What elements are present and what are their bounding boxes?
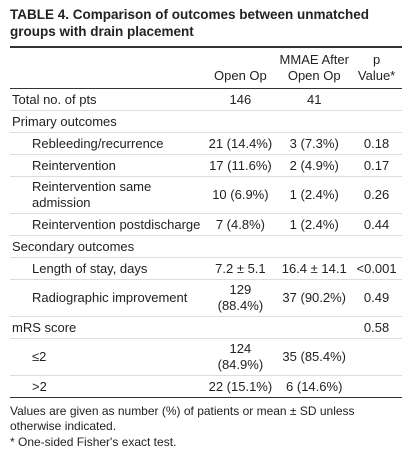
cell-p: <0.001 xyxy=(351,257,402,280)
cell-mmae: 2 (4.9%) xyxy=(277,154,352,177)
cell-mmae: 41 xyxy=(306,91,322,107)
row-label: Length of stay, days xyxy=(10,257,204,280)
table-row: Radiographic improvement 129 (88.4%) 37 (9… xyxy=(10,279,402,317)
cell-open xyxy=(203,235,278,258)
footnote: * One-sided Fisher's exact test. xyxy=(10,435,177,449)
cell-mmae: 37 (90.2%) xyxy=(277,279,352,317)
row-label: ≤2 xyxy=(10,338,204,376)
cell-p: 0.44 xyxy=(351,213,402,236)
row-label: Rebleeding/recurrence xyxy=(10,132,204,155)
outcomes-table: Open Op MMAE After Open Op p Value* Tota… xyxy=(10,46,402,398)
table-row: Secondary outcomes xyxy=(10,235,402,258)
table-row: Total no. of pts 146 41 xyxy=(10,89,402,111)
cell-mmae: 3 (7.3%) xyxy=(277,132,352,155)
cell-open: 17 (11.6%) xyxy=(203,154,278,177)
table-row: Rebleeding/recurrence 21 (14.4%) 3 (7.3%) 0… xyxy=(10,132,402,155)
cell-p: 0.58 xyxy=(351,316,402,339)
header-cell: MMAE After Open Op xyxy=(279,52,349,83)
cell-p xyxy=(351,375,402,398)
cell-mmae xyxy=(277,110,352,133)
footnotes: Values are given as number (%) of patien… xyxy=(10,404,402,450)
header-cell: Open Op xyxy=(214,68,267,83)
table-row: >2 22 (15.1%) 6 (14.6%) xyxy=(10,375,402,398)
cell-open: 129 (88.4%) xyxy=(203,279,278,317)
cell-mmae: 35 (85.4%) xyxy=(277,338,352,376)
table-row: Primary outcomes xyxy=(10,110,402,133)
cell-open xyxy=(203,316,278,339)
cell-p: 0.17 xyxy=(351,154,402,177)
table-header: Open Op MMAE After Open Op p Value* xyxy=(10,47,402,89)
cell-open: 7.2 ± 5.1 xyxy=(203,257,278,280)
cell-open: 10 (6.9%) xyxy=(203,176,278,214)
cell-p: 0.26 xyxy=(351,176,402,214)
row-label: Total no. of pts xyxy=(12,91,97,107)
cell-mmae xyxy=(277,235,352,258)
table-row: mRS score 0.58 xyxy=(10,316,402,339)
row-label: Primary outcomes xyxy=(10,110,204,133)
cell-open xyxy=(203,110,278,133)
cell-p: 0.18 xyxy=(351,132,402,155)
table-row: Length of stay, days 7.2 ± 5.1 16.4 ± 14.1… xyxy=(10,257,402,280)
table-row: Reintervention postdischarge 7 (4.8%) 1 (2… xyxy=(10,213,402,236)
table-body: Total no. of pts 146 41 Primary outcomes Reb… xyxy=(10,89,402,398)
cell-open: 7 (4.8%) xyxy=(203,213,278,236)
cell-mmae xyxy=(277,316,352,339)
cell-open: 146 xyxy=(229,91,252,107)
row-label: Secondary outcomes xyxy=(10,235,204,258)
page: TABLE 4. Comparison of outcomes between … xyxy=(10,7,402,449)
cell-open: 21 (14.4%) xyxy=(203,132,278,155)
table-row: Reintervention same admission 10 (6.9%) 1 … xyxy=(10,176,402,214)
cell-p xyxy=(351,235,402,258)
row-label: Reintervention xyxy=(10,154,204,177)
table-row: ≤2 124 (84.9%) 35 (85.4%) xyxy=(10,338,402,376)
cell-mmae: 16.4 ± 14.1 xyxy=(277,257,352,280)
cell-p xyxy=(351,89,402,111)
row-label: Reintervention same admission xyxy=(10,176,204,214)
footnote: Values are given as number (%) of patien… xyxy=(10,404,355,433)
row-label: Reintervention postdischarge xyxy=(10,213,204,236)
row-label: >2 xyxy=(10,375,204,398)
table-row: Reintervention 17 (11.6%) 2 (4.9%) 0.17 xyxy=(10,154,402,177)
cell-open: 124 (84.9%) xyxy=(203,338,278,376)
cell-p xyxy=(351,338,402,376)
row-label: Radiographic improvement xyxy=(10,279,204,317)
cell-p xyxy=(351,110,402,133)
header-row: Open Op MMAE After Open Op p Value* xyxy=(10,47,402,89)
row-label: mRS score xyxy=(10,316,204,339)
cell-mmae: 1 (2.4%) xyxy=(277,176,352,214)
header-cell: p Value* xyxy=(357,52,396,83)
cell-mmae: 1 (2.4%) xyxy=(277,213,352,236)
cell-mmae: 6 (14.6%) xyxy=(277,375,352,398)
header-cell xyxy=(10,47,203,89)
cell-p: 0.49 xyxy=(351,279,402,317)
table-title: TABLE 4. Comparison of outcomes between … xyxy=(10,7,370,39)
cell-open: 22 (15.1%) xyxy=(203,375,278,398)
